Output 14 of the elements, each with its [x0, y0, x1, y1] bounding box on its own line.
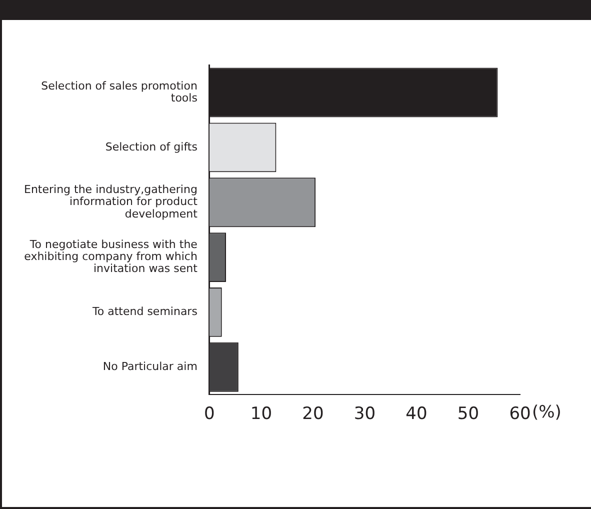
x-tick-label: 60: [509, 404, 531, 424]
y-tick-label: To attend seminars: [92, 305, 198, 318]
x-tick-label: 10: [250, 404, 272, 424]
y-tick-label: Selection of gifts: [105, 140, 198, 154]
y-tick-label: Entering the industry,gathering information for product development: [24, 183, 198, 220]
y-tick-label: Selection of sales promotion tools: [41, 79, 198, 104]
x-axis-title: (%): [532, 402, 562, 423]
y-tick-label: To negotiate business with the exhibiting company from which invitation was sent: [24, 238, 198, 276]
x-tick-label: 40: [406, 404, 428, 424]
y-tick-label: No Particular aim: [102, 360, 198, 373]
x-tick-label: 20: [302, 404, 324, 424]
x-tick-label: 30: [354, 404, 376, 424]
x-tick-label: 0: [204, 404, 215, 424]
x-tick-label: 50: [457, 404, 480, 424]
